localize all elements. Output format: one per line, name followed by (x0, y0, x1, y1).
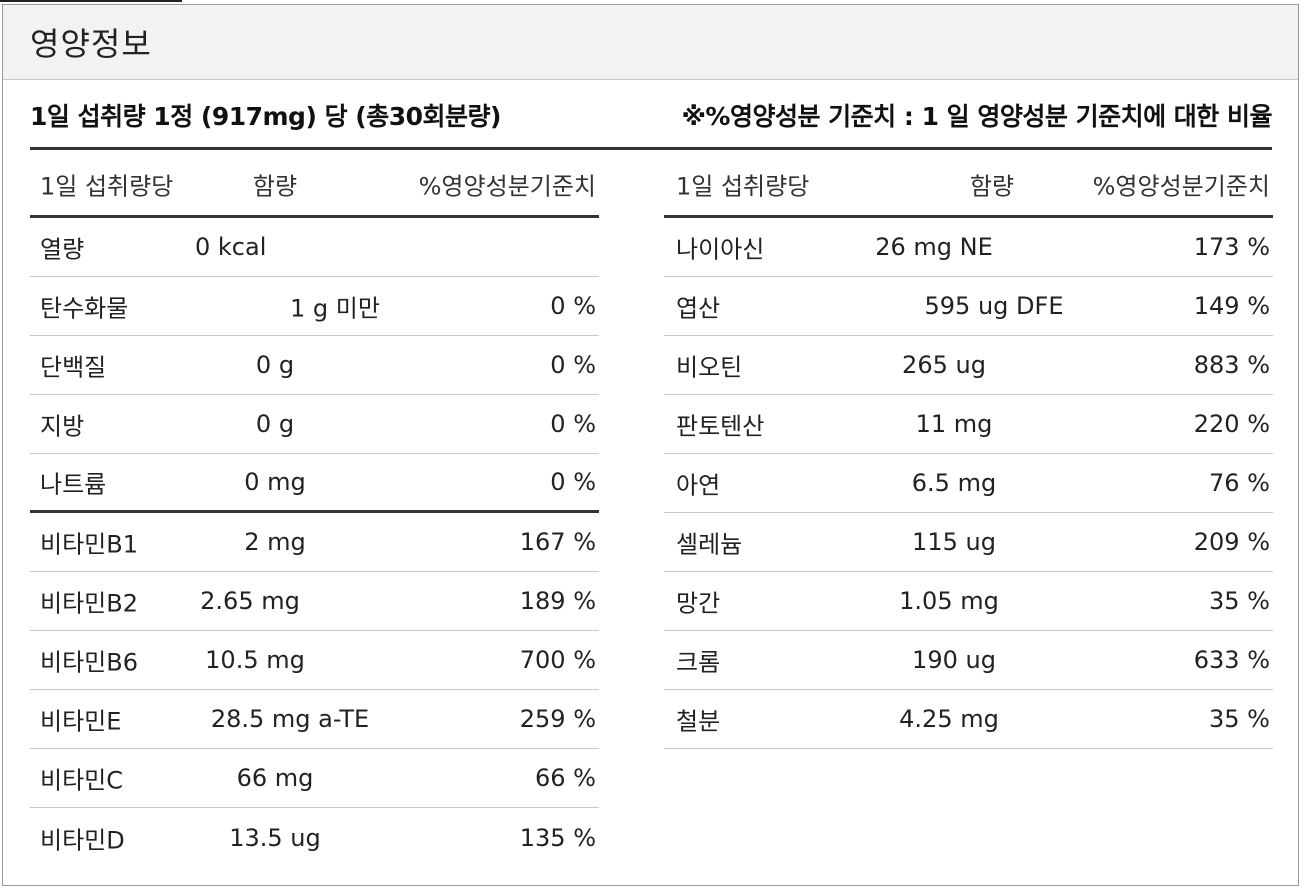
table-row: 망간 1.05 mg 35 % (664, 572, 1273, 631)
table-row: 비타민B1 2 mg 167 % (30, 513, 599, 572)
nutrient-percent: 66 % (535, 764, 596, 792)
nutrient-percent: 35 % (1209, 587, 1270, 615)
nutrient-percent: 0 % (550, 351, 596, 379)
nutrient-name: 비타민E (40, 707, 122, 736)
table-row: 열량 0 kcal (30, 218, 599, 277)
top-edge-line (0, 0, 182, 2)
column-header-daily-value: %영양성분기준치 (1092, 172, 1270, 201)
nutrient-percent: 189 % (519, 587, 596, 615)
nutrient-name: 비타민C (40, 766, 123, 795)
nutrient-percent: 700 % (519, 646, 596, 674)
nutrient-name: 철분 (676, 707, 721, 736)
nutrient-percent: 220 % (1193, 410, 1270, 438)
table-row: 비타민E 28.5 mg a-TE 259 % (30, 690, 599, 749)
table-row: 비타민C 66 mg 66 % (30, 749, 599, 808)
nutrient-amount: 26 mg NE (875, 233, 993, 261)
panel-header: 영양정보 (3, 5, 1298, 80)
nutrient-amount: 66 mg (236, 764, 314, 792)
nutrient-percent: 35 % (1209, 705, 1270, 733)
column-header-amount: 함량 (969, 172, 1014, 201)
nutrient-name: 열량 (40, 235, 85, 264)
table-row: 셀레늄 115 ug 209 % (664, 513, 1273, 572)
header-rule (30, 147, 1272, 150)
nutrient-amount: 28.5 mg a-TE (210, 705, 370, 733)
table-row: 아연 6.5 mg 76 % (664, 454, 1273, 513)
nutrient-name: 지방 (40, 412, 85, 441)
nutrient-name: 셀레늄 (676, 530, 743, 559)
nutrient-amount: 265 ug (902, 351, 986, 379)
nutrient-amount: 2 mg (244, 528, 306, 556)
nutrient-percent: 135 % (519, 823, 596, 852)
nutrient-percent: 259 % (519, 705, 596, 733)
table-row: 지방 0 g 0 % (30, 395, 599, 454)
nutrient-name: 판토텐산 (676, 412, 765, 441)
nutrient-amount: 0 mg (244, 468, 306, 496)
nutrient-amount: 0 kcal (195, 233, 267, 261)
table-row: 탄수화물 1 g 미만 0 % (30, 277, 599, 336)
nutrient-name: 크롬 (676, 648, 721, 677)
nutrient-amount: 0 g (255, 410, 295, 438)
nutrient-name: 단백질 (40, 353, 107, 382)
nutrient-name: 나트륨 (40, 470, 107, 499)
table-header-row: 1일 섭취량당 함량 %영양성분기준치 (30, 153, 599, 218)
column-header-item: 1일 섭취량당 (40, 172, 174, 201)
nutrient-amount: 0 g (255, 351, 295, 379)
column-header-item: 1일 섭취량당 (676, 172, 810, 201)
nutrient-percent: 0 % (550, 410, 596, 438)
serving-size-text: 1일 섭취량 1정 (917mg) 당 (총30회분량) (30, 102, 501, 131)
nutrient-name: 비타민D (40, 826, 125, 854)
nutrient-percent: 76 % (1209, 469, 1270, 497)
nutrient-amount: 1 g 미만 (290, 294, 380, 323)
table-header-row: 1일 섭취량당 함량 %영양성분기준치 (664, 153, 1273, 218)
table-row: 나트륨 0 mg 0 % (30, 454, 599, 513)
nutrient-name: 비타민B6 (40, 648, 138, 677)
nutrient-amount: 2.65 mg (200, 587, 300, 615)
nutrient-amount: 1.05 mg (899, 587, 999, 615)
nutrient-percent: 209 % (1193, 528, 1270, 556)
nutrient-amount: 190 ug (912, 646, 996, 674)
nutrient-name: 탄수화물 (40, 294, 129, 323)
nutrient-percent: 0 % (550, 468, 596, 496)
nutrient-percent: 149 % (1193, 292, 1270, 320)
column-header-daily-value: %영양성분기준치 (418, 172, 596, 201)
table-row: 엽산 595 ug DFE 149 % (664, 277, 1273, 336)
nutrient-name: 비타민B2 (40, 589, 138, 618)
table-row: 판토텐산 11 mg 220 % (664, 395, 1273, 454)
nutrient-name: 비오틴 (676, 353, 743, 382)
nutrient-name: 비타민B1 (40, 530, 138, 559)
column-header-amount: 함량 (252, 172, 298, 201)
nutrient-name: 망간 (676, 589, 721, 618)
nutrient-percent: 167 % (519, 528, 596, 556)
nutrient-amount: 115 ug (912, 528, 996, 556)
nutrient-amount: 6.5 mg (911, 469, 997, 497)
nutrient-percent: 0 % (550, 292, 596, 320)
table-row: 비타민B2 2.65 mg 189 % (30, 572, 599, 631)
table-row: 비타민B6 10.5 mg 700 % (30, 631, 599, 690)
nutrient-name: 엽산 (676, 294, 721, 323)
table-row: 비타민D 13.5 ug 135 % (30, 808, 599, 867)
table-row: 나이아신 26 mg NE 173 % (664, 218, 1273, 277)
nutrient-percent: 633 % (1193, 646, 1270, 674)
nutrition-table-right: 1일 섭취량당 함량 %영양성분기준치 나이아신 26 mg NE 173 % … (664, 153, 1273, 749)
serving-subheading: 1일 섭취량 1정 (917mg) 당 (총30회분량) ※%영양성분 기준치 … (30, 93, 1273, 137)
table-row: 단백질 0 g 0 % (30, 336, 599, 395)
nutrition-table-left: 1일 섭취량당 함량 %영양성분기준치 열량 0 kcal 탄수화물 1 g 미… (30, 153, 599, 867)
nutrient-amount: 13.5 ug (229, 823, 321, 852)
nutrient-amount: 4.25 mg (899, 705, 999, 733)
table-row: 크롬 190 ug 633 % (664, 631, 1273, 690)
nutrient-percent: 883 % (1193, 351, 1270, 379)
nutrition-info-panel: 영양정보 1일 섭취량 1정 (917mg) 당 (총30회분량) ※%영양성분… (2, 4, 1299, 886)
table-row: 철분 4.25 mg 35 % (664, 690, 1273, 749)
nutrient-name: 아연 (676, 471, 721, 500)
nutrient-amount: 10.5 mg (205, 646, 305, 674)
nutrient-amount: 595 ug DFE (924, 292, 1064, 320)
table-row: 비오틴 265 ug 883 % (664, 336, 1273, 395)
nutrient-amount: 11 mg (915, 410, 993, 438)
daily-value-note: ※%영양성분 기준치 : 1 일 영양성분 기준치에 대한 비율 (681, 102, 1273, 131)
nutrient-percent: 173 % (1193, 233, 1270, 261)
panel-title: 영양정보 (30, 25, 152, 63)
nutrient-name: 나이아신 (676, 235, 765, 264)
